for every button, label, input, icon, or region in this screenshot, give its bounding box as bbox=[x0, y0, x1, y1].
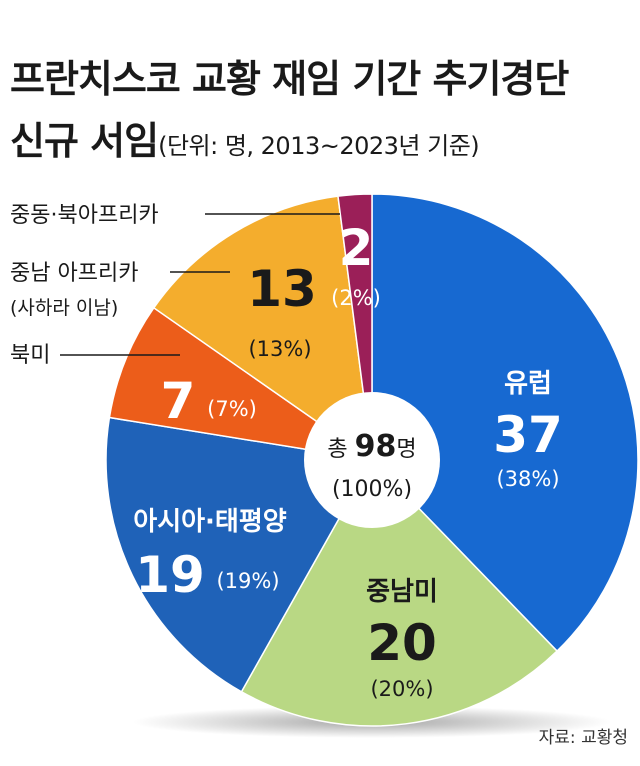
slice-value-label: 2 bbox=[339, 219, 374, 277]
chart-title-main: 신규 서임 bbox=[10, 119, 159, 163]
slice-value-label: 37 bbox=[493, 406, 563, 464]
slice-category-label: 중남미 bbox=[366, 577, 438, 607]
slice-percent-label: (13%) bbox=[248, 337, 311, 361]
slice-percent-label: (20%) bbox=[370, 677, 433, 701]
slice-value-label: 19 bbox=[135, 546, 205, 604]
pie-slice bbox=[108, 306, 373, 461]
chart-title-line1: 프란치스코 교황 재임 기간 추기경단 bbox=[10, 57, 569, 101]
center-total-label: 총 98명 bbox=[327, 429, 416, 464]
pie-slice bbox=[152, 195, 373, 462]
center-percent-label: (100%) bbox=[332, 477, 412, 502]
callout-label: 북미 bbox=[10, 343, 50, 368]
slice-percent-label: (2%) bbox=[331, 286, 381, 310]
pie-slice bbox=[240, 458, 559, 727]
slice-percent-label: (7%) bbox=[207, 397, 257, 421]
callout-label: 중남 아프리카 bbox=[10, 261, 138, 286]
chart-title-line2: 신규 서임(단위: 명, 2013~2023년 기준) bbox=[10, 119, 480, 163]
callout-sublabel: (사하라 이남) bbox=[10, 297, 118, 319]
callout-label: 중동·북아프리카 bbox=[10, 203, 159, 228]
slice-value-label: 20 bbox=[367, 614, 437, 672]
slice-value-label: 7 bbox=[161, 372, 196, 430]
slice-category-label: 아시아·태평양 bbox=[133, 507, 286, 537]
chart-unit-note: (단위: 명, 2013~2023년 기준) bbox=[158, 132, 480, 160]
slice-category-label: 유럽 bbox=[504, 369, 552, 399]
pie-slice bbox=[371, 193, 639, 653]
pie-center-hole bbox=[304, 392, 440, 528]
slice-percent-label: (19%) bbox=[216, 569, 279, 593]
source-note: 자료: 교황청 bbox=[538, 728, 628, 748]
slice-percent-label: (38%) bbox=[496, 467, 559, 491]
pie-slice bbox=[105, 416, 374, 693]
slice-value-label: 13 bbox=[247, 260, 317, 318]
